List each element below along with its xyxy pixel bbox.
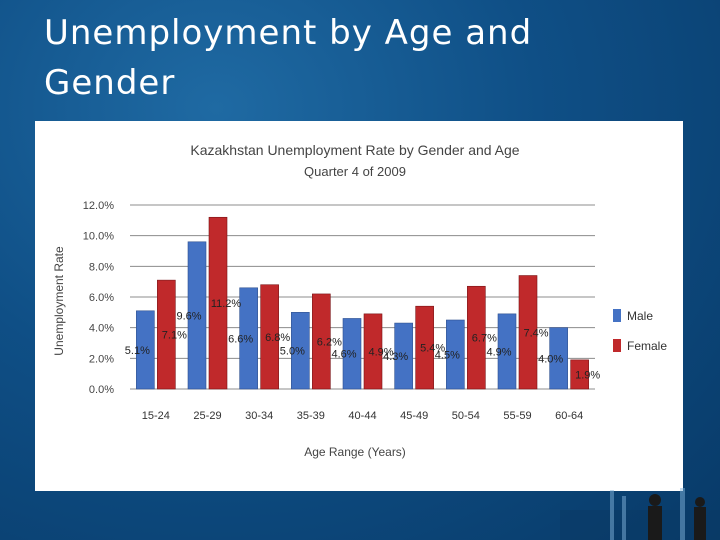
data-label-female: 11.2% bbox=[211, 298, 242, 310]
x-tick-label: 60-64 bbox=[555, 410, 583, 422]
data-label-female: 6.2% bbox=[317, 336, 342, 348]
x-tick-label: 25-29 bbox=[193, 410, 221, 422]
data-label-female: 1.9% bbox=[575, 369, 600, 381]
x-tick-label: 55-59 bbox=[503, 410, 531, 422]
slide-title: Unemployment by Age and Gender bbox=[44, 13, 533, 103]
y-tick-label: 2.0% bbox=[89, 353, 114, 365]
bar-female bbox=[312, 293, 331, 390]
data-label-female: 6.8% bbox=[265, 332, 290, 344]
data-label-male: 4.5% bbox=[435, 350, 460, 362]
bar-female bbox=[518, 275, 538, 390]
legend-label-female: Female bbox=[627, 339, 667, 353]
data-label-male: 5.0% bbox=[280, 346, 305, 358]
bar-female bbox=[363, 313, 383, 390]
bar-female bbox=[208, 216, 228, 390]
data-label-female: 6.7% bbox=[472, 333, 497, 345]
y-tick-label: 4.0% bbox=[89, 323, 114, 335]
legend-swatch-male bbox=[613, 309, 621, 322]
y-tick-label: 6.0% bbox=[89, 292, 114, 304]
bar-female bbox=[415, 305, 434, 390]
data-label-male: 4.6% bbox=[331, 349, 356, 361]
decorative-figures-image bbox=[560, 488, 720, 540]
data-label-female: 4.9% bbox=[368, 346, 393, 358]
bar-male bbox=[342, 318, 362, 390]
data-label-male: 4.3% bbox=[383, 351, 408, 363]
bar-male bbox=[394, 322, 413, 390]
bar-male bbox=[239, 287, 258, 390]
data-label-male: 6.6% bbox=[228, 333, 253, 345]
data-label-male: 5.1% bbox=[125, 345, 150, 357]
x-axis-title: Age Range (Years) bbox=[304, 445, 406, 459]
y-tick-label: 8.0% bbox=[89, 261, 114, 273]
y-axis-title: Unemployment Rate bbox=[52, 246, 66, 356]
bar-female bbox=[467, 285, 486, 390]
bar-female bbox=[157, 279, 176, 390]
chart-title: Kazakhstan Unemployment Rate by Gender a… bbox=[190, 142, 519, 158]
bar-male bbox=[446, 319, 465, 390]
x-tick-label: 45-49 bbox=[400, 410, 428, 422]
bar-male bbox=[549, 327, 568, 390]
x-tick-label: 15-24 bbox=[142, 410, 170, 422]
x-tick-label: 35-39 bbox=[297, 410, 325, 422]
bar-chart: Kazakhstan Unemployment Rate by Gender a… bbox=[52, 142, 667, 459]
legend-label-male: Male bbox=[627, 309, 653, 323]
bar-male bbox=[497, 313, 517, 390]
x-tick-label: 40-44 bbox=[348, 410, 376, 422]
y-tick-label: 0.0% bbox=[89, 384, 114, 396]
data-label-male: 9.6% bbox=[176, 310, 201, 322]
legend-swatch-female bbox=[613, 339, 621, 352]
bar-male bbox=[136, 310, 155, 390]
x-tick-label: 30-34 bbox=[245, 410, 273, 422]
data-label-female: 5.4% bbox=[420, 343, 445, 355]
bar-female bbox=[570, 359, 589, 390]
x-tick-label: 50-54 bbox=[452, 410, 480, 422]
data-label-female: 7.1% bbox=[162, 330, 187, 342]
bar-female bbox=[260, 284, 279, 390]
data-label-female: 7.4% bbox=[523, 327, 548, 339]
data-label-male: 4.9% bbox=[486, 346, 511, 358]
y-tick-label: 12.0% bbox=[83, 200, 114, 212]
chart-panel: Kazakhstan Unemployment Rate by Gender a… bbox=[35, 121, 683, 491]
y-tick-label: 10.0% bbox=[83, 231, 114, 243]
chart-subtitle: Quarter 4 of 2009 bbox=[304, 164, 406, 179]
bar-male bbox=[187, 241, 207, 390]
bar-male bbox=[291, 312, 310, 390]
data-label-male: 4.0% bbox=[538, 353, 563, 365]
